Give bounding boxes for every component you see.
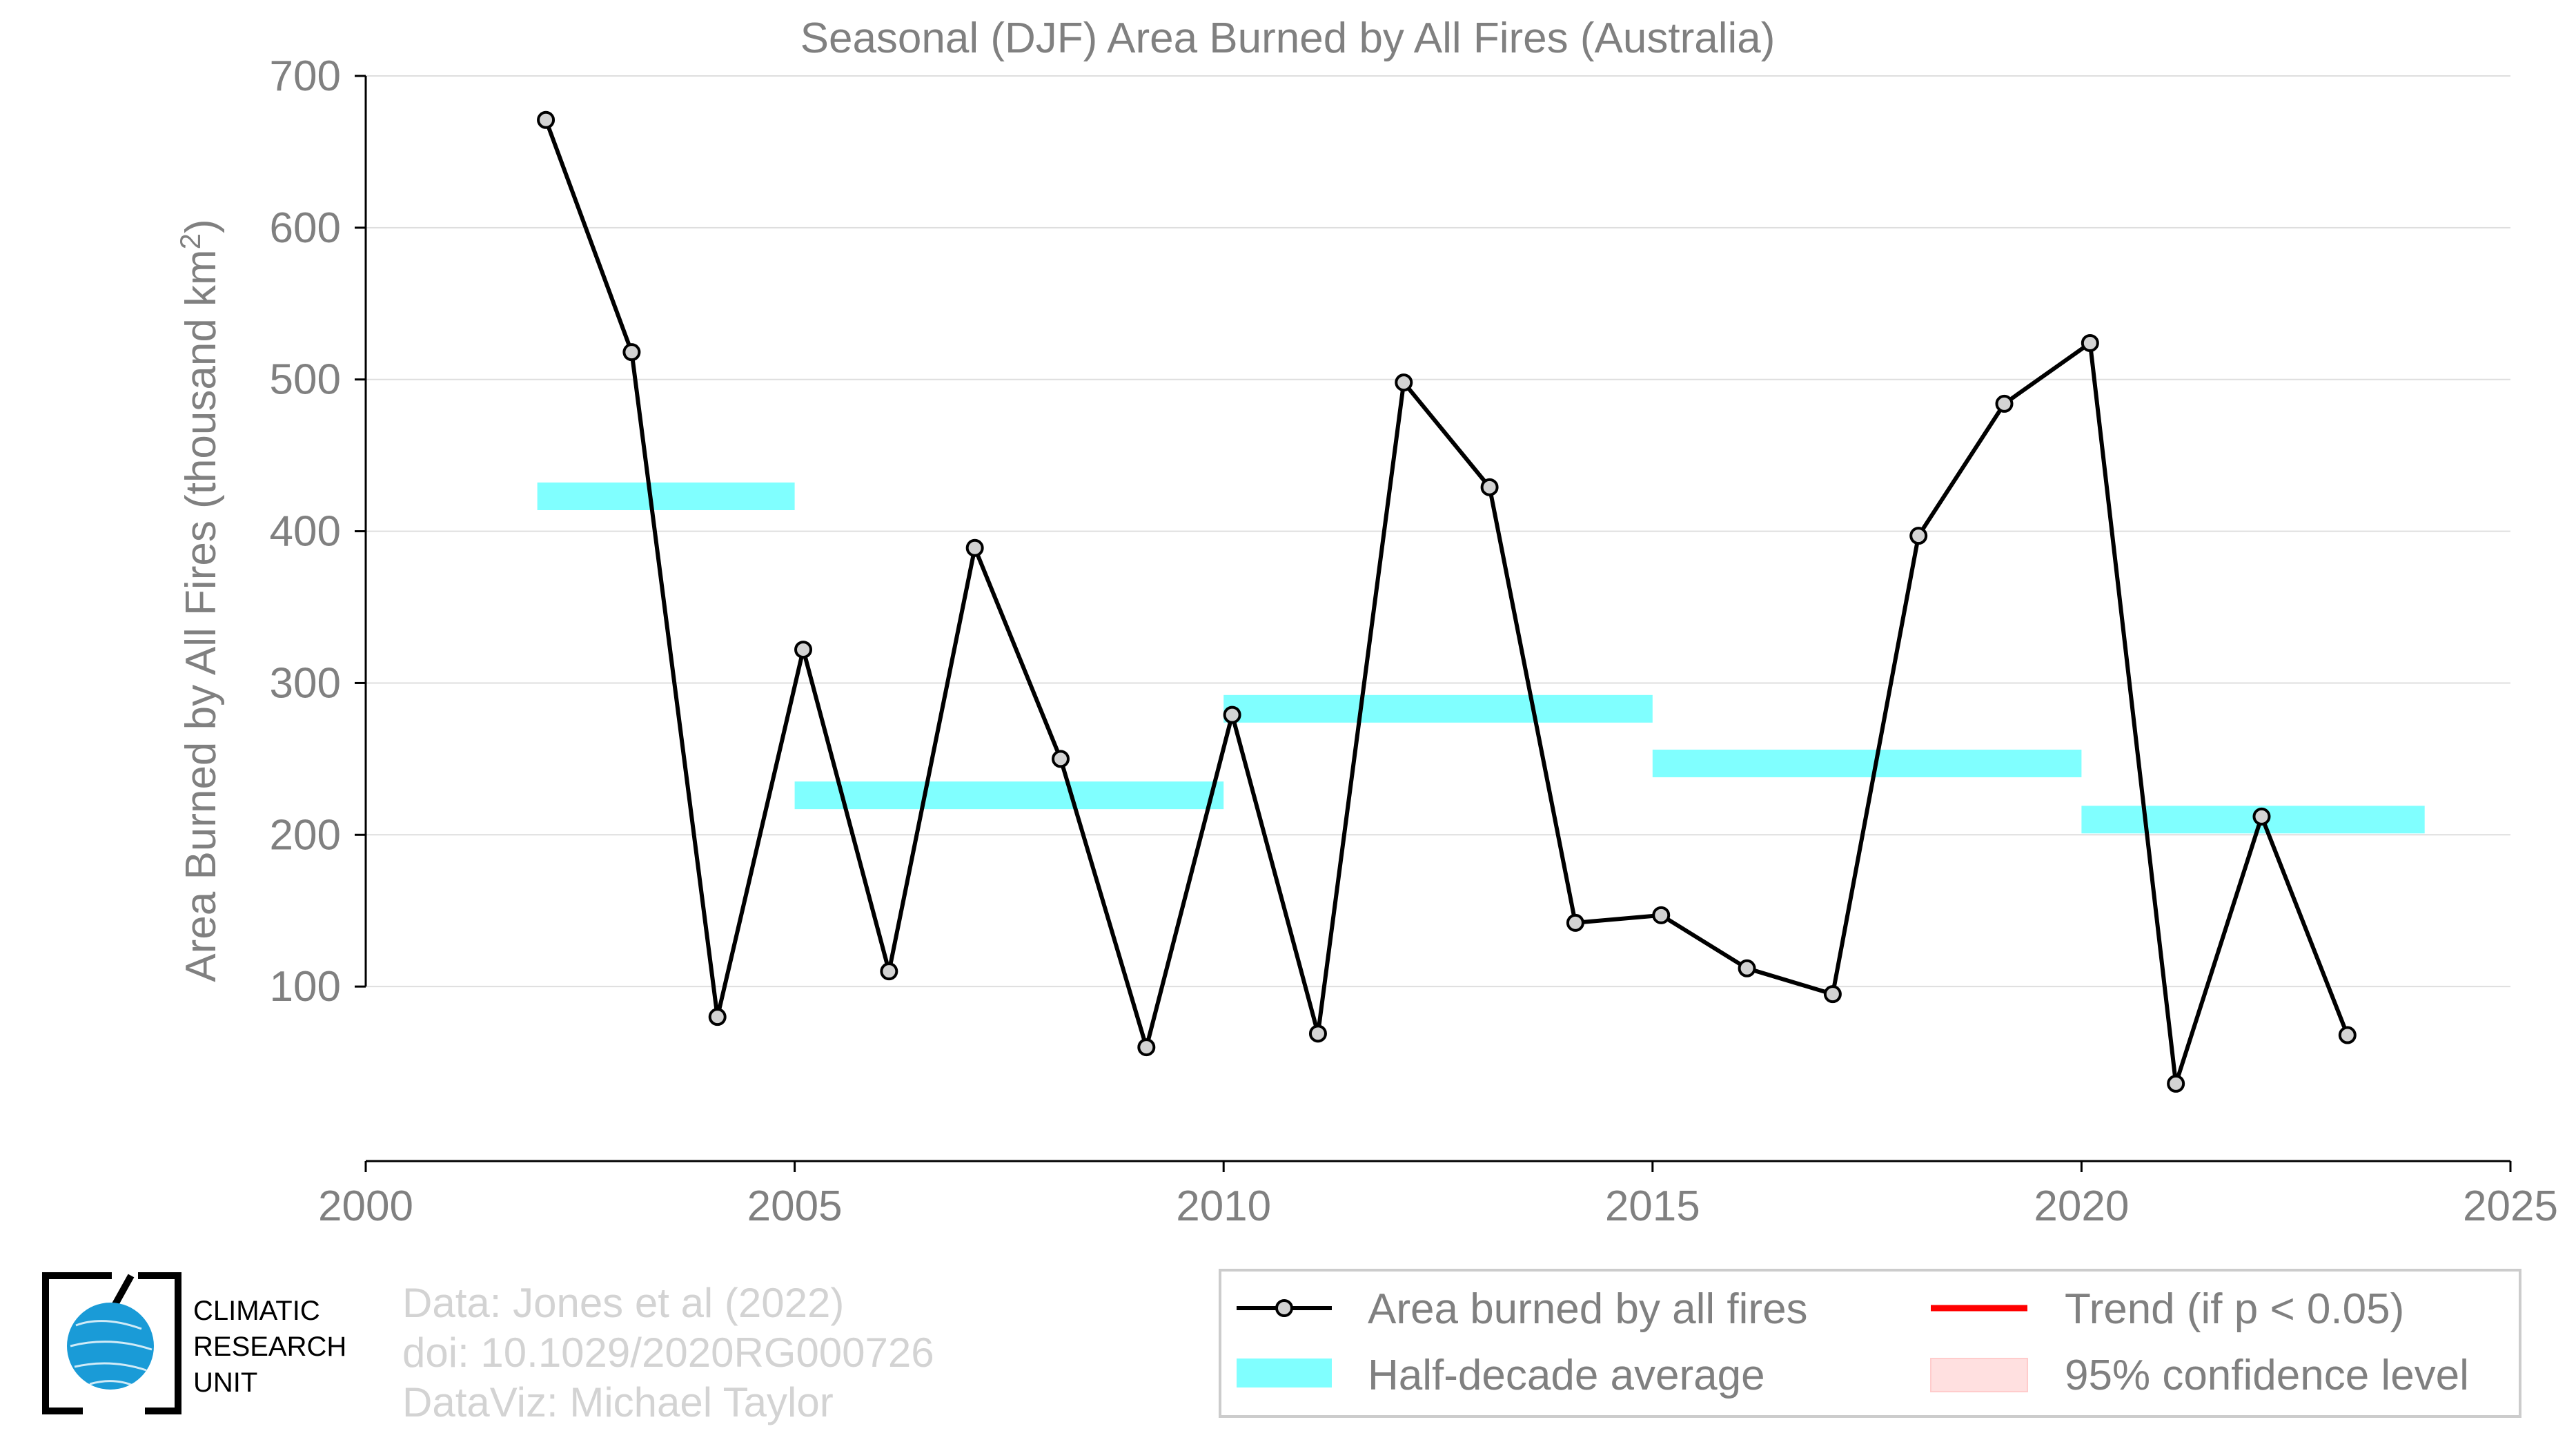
chart-title: Seasonal (DJF) Area Burned by All Fires … bbox=[800, 14, 1776, 62]
data-point-2007 bbox=[965, 538, 984, 557]
y-tick-label-300: 300 bbox=[270, 659, 341, 707]
logo-bracket-left bbox=[42, 1272, 112, 1414]
data-point-2015 bbox=[1652, 906, 1671, 924]
y-tick-label-100: 100 bbox=[270, 963, 341, 1011]
legend-swatch-confidence bbox=[1930, 1358, 2028, 1392]
half-decade-bar-2 bbox=[1223, 694, 1653, 723]
y-axis-label: Area Burned by All Fires (thousand km2) bbox=[174, 219, 225, 982]
data-point-2002 bbox=[537, 110, 555, 129]
credit-data-source: Data: Jones et al (2022) bbox=[402, 1280, 844, 1326]
x-tick-label-2015: 2015 bbox=[1605, 1182, 1700, 1230]
globe-icon bbox=[67, 1303, 154, 1390]
data-point-2005 bbox=[794, 641, 813, 659]
data-point-2022 bbox=[2252, 807, 2271, 826]
half-decade-bar-3 bbox=[1652, 749, 2082, 777]
half-decade-bar-0 bbox=[537, 483, 795, 511]
credits: Data: Jones et al (2022) doi: 10.1029/20… bbox=[402, 1280, 934, 1425]
y-tick-label-500: 500 bbox=[270, 356, 341, 404]
series-line-0 bbox=[544, 119, 2350, 1086]
x-tick-label-2000: 2000 bbox=[318, 1182, 413, 1230]
legend-label-area-burned: Area burned by all fires bbox=[1368, 1285, 1808, 1333]
legend: Area burned by all fires Trend (if p < 0… bbox=[1219, 1269, 2521, 1418]
data-point-2009 bbox=[1137, 1038, 1156, 1057]
x-tick-label-2010: 2010 bbox=[1176, 1182, 1271, 1230]
data-point-2004 bbox=[708, 1008, 727, 1026]
data-point-2012 bbox=[1395, 373, 1413, 392]
data-point-2006 bbox=[880, 962, 898, 981]
series-area-burned bbox=[537, 110, 2357, 1093]
data-point-2021 bbox=[2167, 1074, 2185, 1093]
data-point-2010 bbox=[1223, 705, 1241, 724]
credit-doi: doi: 10.1029/2020RG000726 bbox=[402, 1330, 934, 1376]
half-decade-bar-4 bbox=[2081, 806, 2425, 834]
y-tick-label-400: 400 bbox=[270, 508, 341, 556]
legend-frame bbox=[1219, 1269, 2521, 1418]
y-tick-label-700: 700 bbox=[270, 52, 341, 100]
half-decade-bar-1 bbox=[794, 781, 1224, 810]
data-point-2003 bbox=[622, 343, 641, 362]
legend-marker-area-burned bbox=[1275, 1299, 1293, 1317]
globe-contour-lines bbox=[70, 1320, 153, 1387]
data-point-2023 bbox=[2338, 1026, 2357, 1044]
data-point-2011 bbox=[1308, 1024, 1327, 1043]
legend-label-half-decade: Half-decade average bbox=[1368, 1352, 1765, 1399]
logo-text-climatic: CLIMATIC bbox=[193, 1296, 320, 1326]
legend-swatch-half-decade bbox=[1237, 1359, 1332, 1387]
logo-bracket-right bbox=[138, 1272, 181, 1414]
logo-text-research: RESEARCH bbox=[193, 1332, 346, 1362]
y-tick-label-600: 600 bbox=[270, 204, 341, 252]
data-point-2014 bbox=[1566, 913, 1584, 932]
data-point-2020 bbox=[2081, 333, 2099, 352]
legend-label-trend: Trend (if p < 0.05) bbox=[2065, 1285, 2404, 1333]
data-point-2018 bbox=[1909, 527, 1928, 545]
data-point-2013 bbox=[1480, 478, 1499, 496]
half-decade-average-bars bbox=[537, 483, 2425, 834]
grid-layer: 100 200 300 400 500 600 700 bbox=[270, 52, 2510, 1011]
cru-logo: CLIMATIC RESEARCH UNIT bbox=[42, 1272, 346, 1414]
legend-label-confidence: 95% confidence level bbox=[2065, 1352, 2469, 1399]
logo-text-unit: UNIT bbox=[193, 1367, 257, 1398]
x-tick-label-2020: 2020 bbox=[2034, 1182, 2129, 1230]
data-point-2008 bbox=[1051, 750, 1070, 768]
credit-dataviz: DataViz: Michael Taylor bbox=[402, 1379, 834, 1425]
x-axis: 2000 2005 2010 2015 2020 2025 bbox=[318, 1160, 2558, 1230]
x-tick-label-2025: 2025 bbox=[2463, 1182, 2558, 1230]
data-point-2017 bbox=[1823, 985, 1842, 1004]
y-axis-label-superscript: 2 bbox=[174, 233, 206, 249]
x-tick-label-2005: 2005 bbox=[747, 1182, 843, 1230]
data-point-2019 bbox=[1995, 394, 2014, 413]
data-point-2016 bbox=[1738, 959, 1756, 977]
y-tick-label-200: 200 bbox=[270, 811, 341, 859]
